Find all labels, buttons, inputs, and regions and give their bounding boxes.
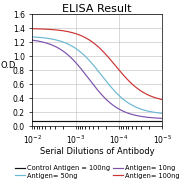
Line: Antigen= 50ng: Antigen= 50ng xyxy=(32,37,162,113)
Antigen= 100ng xyxy=(158,98,160,100)
Line: Antigen= 100ng: Antigen= 100ng xyxy=(32,29,162,100)
Control Antigen = 100ng xyxy=(161,120,163,122)
Antigen= 10ng xyxy=(93,84,95,87)
Control Antigen = 100ng xyxy=(94,120,96,122)
Antigen= 100ng xyxy=(102,50,104,52)
Antigen= 10ng xyxy=(109,101,111,103)
Control Antigen = 100ng xyxy=(31,120,33,122)
Antigen= 10ng xyxy=(102,95,104,97)
Antigen= 50ng xyxy=(93,65,95,67)
X-axis label: Serial Dilutions of Antibody: Serial Dilutions of Antibody xyxy=(40,147,155,156)
Antigen= 50ng xyxy=(158,112,160,114)
Legend: Control Antigen = 100ng, Antigen= 50ng, Antigen= 10ng, Antigen= 100ng: Control Antigen = 100ng, Antigen= 50ng, … xyxy=(12,163,180,180)
Antigen= 100ng xyxy=(109,58,111,60)
Antigen= 10ng xyxy=(161,117,163,119)
Antigen= 100ng xyxy=(31,28,33,30)
Antigen= 50ng xyxy=(161,112,163,114)
Antigen= 10ng xyxy=(138,115,140,117)
Antigen= 10ng xyxy=(158,117,160,119)
Antigen= 50ng xyxy=(109,84,111,86)
Antigen= 10ng xyxy=(31,39,33,41)
Y-axis label: O.D.: O.D. xyxy=(1,61,19,70)
Control Antigen = 100ng xyxy=(93,120,95,122)
Control Antigen = 100ng xyxy=(102,120,104,122)
Antigen= 100ng xyxy=(138,88,140,91)
Antigen= 50ng xyxy=(138,107,140,109)
Antigen= 50ng xyxy=(102,76,104,78)
Antigen= 10ng xyxy=(94,86,96,88)
Antigen= 50ng xyxy=(94,66,96,68)
Control Antigen = 100ng xyxy=(158,120,160,122)
Antigen= 50ng xyxy=(31,36,33,38)
Antigen= 100ng xyxy=(93,42,95,44)
Control Antigen = 100ng xyxy=(109,120,111,122)
Line: Antigen= 10ng: Antigen= 10ng xyxy=(32,40,162,118)
Antigen= 100ng xyxy=(161,98,163,101)
Antigen= 100ng xyxy=(94,43,96,45)
Title: ELISA Result: ELISA Result xyxy=(62,4,132,14)
Control Antigen = 100ng xyxy=(138,120,140,122)
